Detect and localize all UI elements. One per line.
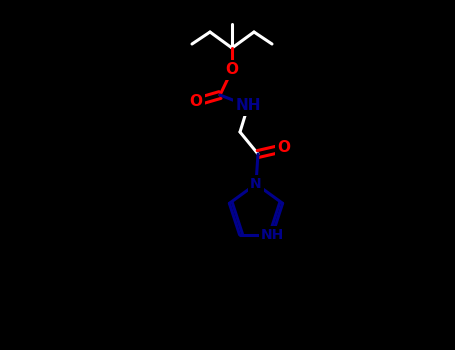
Text: NH: NH bbox=[261, 228, 284, 241]
Text: NH: NH bbox=[235, 98, 261, 113]
Text: O: O bbox=[278, 140, 290, 155]
Text: O: O bbox=[226, 63, 238, 77]
Text: N: N bbox=[250, 177, 262, 191]
Text: O: O bbox=[189, 94, 202, 110]
